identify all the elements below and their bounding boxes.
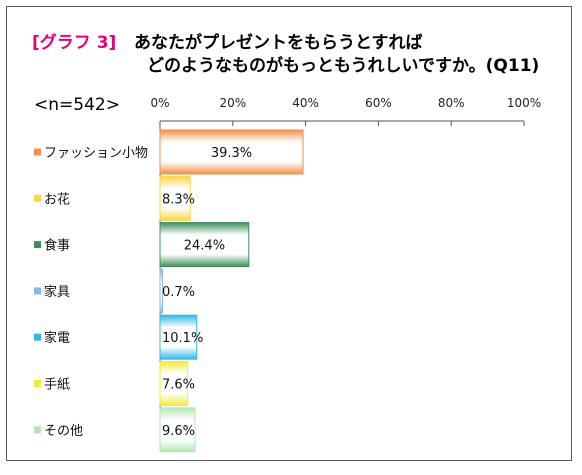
chart-title-line1: あなたがプレゼントをもらうとすれば <box>134 33 423 53</box>
bar <box>159 175 191 221</box>
bar-value-label: 9.6% <box>162 424 195 439</box>
bar-value-label: 24.4% <box>184 239 225 254</box>
category-marker <box>34 287 41 295</box>
sample-size-label: <n=542> <box>34 95 120 115</box>
category-marker <box>34 241 41 249</box>
category-label: その他 <box>44 424 83 439</box>
category-marker <box>34 194 41 202</box>
x-tick-label: 0% <box>150 96 169 110</box>
bar-value-label: 10.1% <box>162 331 203 346</box>
bar <box>159 222 250 268</box>
bar <box>159 361 189 406</box>
bar <box>159 314 198 360</box>
x-tick-label: 40% <box>292 96 319 110</box>
chart-title-line2: どのようなものがもっともうれしいですか。(Q11) <box>147 56 540 76</box>
category-label: 家具 <box>44 284 70 300</box>
bar-value-label: 0.7% <box>162 285 195 300</box>
category-marker <box>34 148 41 156</box>
category-label: お花 <box>44 191 70 207</box>
bar <box>159 407 196 453</box>
chart-frame <box>6 6 572 461</box>
chart-title-tag: [グラフ 3] <box>32 33 117 53</box>
bar-value-label: 39.3% <box>211 146 252 161</box>
x-tick-label: 100% <box>507 96 541 110</box>
x-tick-label: 60% <box>365 96 392 110</box>
bar <box>159 268 164 314</box>
bar-value-label: 8.3% <box>162 192 195 207</box>
x-tick-label: 80% <box>438 96 465 110</box>
bar-value-label: 7.6% <box>162 378 195 393</box>
category-label: ファッション小物 <box>44 146 148 161</box>
bar <box>159 129 304 175</box>
x-tick-label: 20% <box>219 96 246 110</box>
category-marker <box>34 380 41 387</box>
category-label: 手紙 <box>44 378 70 393</box>
category-marker <box>34 333 41 341</box>
category-marker <box>34 426 41 434</box>
category-label: 家電 <box>44 330 70 346</box>
category-label: 食事 <box>44 238 70 254</box>
